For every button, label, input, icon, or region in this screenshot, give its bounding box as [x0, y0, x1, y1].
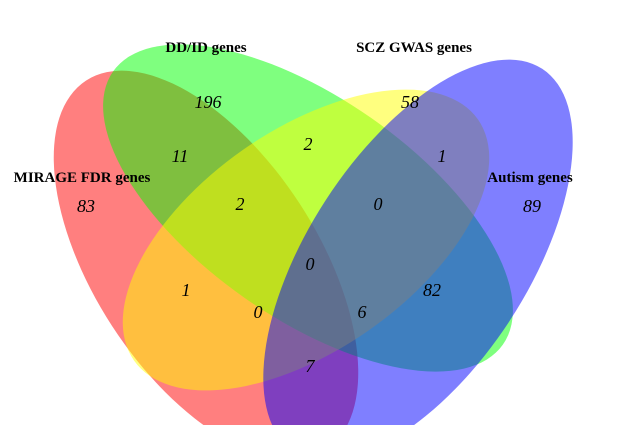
- count-autism-only: 89: [523, 196, 541, 216]
- count-mirage-ddid-autism: 6: [358, 302, 367, 322]
- count-ddid-autism: 82: [423, 280, 441, 300]
- count-ddid-only: 196: [195, 92, 222, 112]
- count-mirage-ddid: 11: [172, 146, 189, 166]
- count-mirage-scz-autism: 0: [254, 302, 263, 322]
- set-label-ddid: DD/ID genes: [165, 40, 246, 56]
- set-label-mirage-fdr: MIRAGE FDR genes: [14, 170, 151, 186]
- count-mirage-ddid-scz: 2: [236, 194, 245, 214]
- count-all-four: 0: [306, 254, 315, 274]
- count-scz-autism: 1: [438, 146, 447, 166]
- count-mirage-scz: 1: [182, 280, 191, 300]
- set-label-autism: Autism genes: [487, 170, 573, 186]
- ellipse-autism: [263, 59, 573, 425]
- count-mirage-autism: 7: [306, 356, 316, 376]
- count-scz-only: 58: [401, 92, 419, 112]
- count-ddid-scz-autism: 0: [374, 194, 383, 214]
- count-ddid-scz: 2: [304, 134, 313, 154]
- set-label-scz-gwas: SCZ GWAS genes: [356, 40, 472, 56]
- count-mirage-only: 83: [77, 196, 95, 216]
- region-counts: 83 196 58 89 11 2 1 2 0 0 1 82 0 6 7: [77, 92, 541, 376]
